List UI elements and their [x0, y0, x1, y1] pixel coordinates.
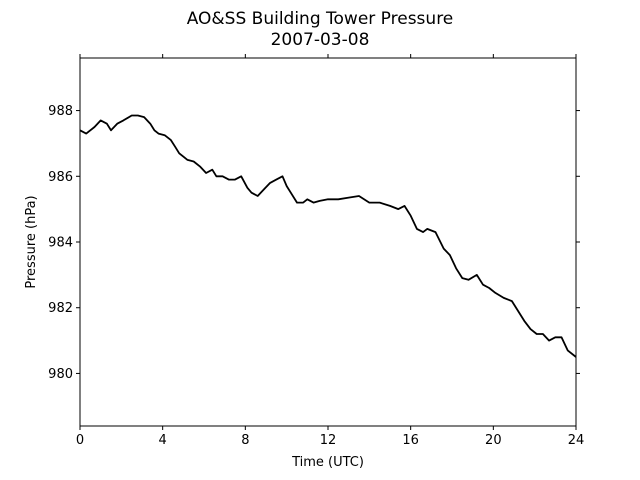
x-axis-label: Time (UTC) — [291, 455, 364, 470]
x-tick-label: 20 — [485, 433, 502, 448]
chart-title: AO&SS Building Tower Pressure — [187, 9, 454, 29]
x-tick-label: 16 — [402, 433, 419, 448]
chart-subtitle: 2007-03-08 — [271, 30, 370, 50]
x-tick-label: 4 — [159, 433, 167, 448]
y-tick-label: 980 — [48, 367, 73, 382]
pressure-line — [79, 114, 577, 358]
axis-ticks: 0 4 8 12 16 20 24 980 982 984 986 988 — [48, 54, 584, 448]
x-tick-label: 12 — [320, 433, 337, 448]
y-axis-label: Pressure (hPa) — [24, 195, 39, 288]
plot-area — [79, 114, 577, 358]
x-tick-label: 8 — [241, 433, 249, 448]
y-tick-label: 988 — [48, 104, 73, 119]
y-tick-label: 982 — [48, 301, 73, 316]
x-tick-label: 0 — [76, 433, 84, 448]
y-tick-label: 986 — [48, 170, 73, 185]
x-tick-label: 24 — [568, 433, 585, 448]
plot-frame — [79, 57, 577, 427]
y-tick-label: 984 — [48, 236, 73, 251]
